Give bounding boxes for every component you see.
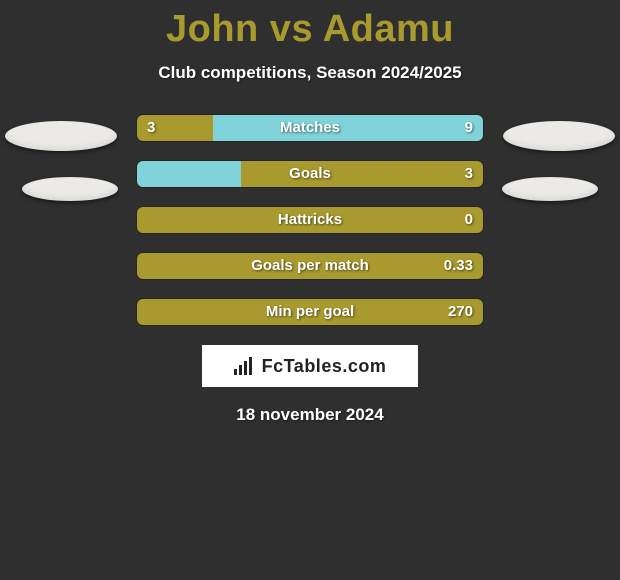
player-right-marker-small [502,177,598,201]
stat-bar-left-fill [137,115,213,141]
generated-date: 18 november 2024 [0,405,620,425]
comparison-subtitle: Club competitions, Season 2024/2025 [0,63,620,83]
fctables-logo[interactable]: FcTables.com [202,345,418,387]
comparison-title: John vs Adamu [0,0,620,51]
comparison-arena: Matches39 Goals3 Hattricks0 Goals per match… [0,115,620,325]
stat-bar-left-fill [137,207,483,233]
player-left-marker-small [22,177,118,201]
stat-bar-left-fill [137,299,483,325]
stat-bar: Goals3 [137,161,483,187]
player-left-marker [5,121,117,151]
stat-bar-right-fill [241,161,483,187]
stat-bar: Goals per match0.33 [137,253,483,279]
stat-bar-left-fill [137,253,483,279]
player-right-marker [503,121,615,151]
stat-bar: Min per goal270 [137,299,483,325]
stat-bar: Matches39 [137,115,483,141]
stat-bar-left-fill [137,161,241,187]
stat-bar: Hattricks0 [137,207,483,233]
bars-container: Matches39 Goals3 Hattricks0 Goals per match… [137,115,483,325]
fctables-logo-text: FcTables.com [262,356,387,377]
bar-chart-icon [234,357,256,375]
stat-bar-right-fill [213,115,483,141]
